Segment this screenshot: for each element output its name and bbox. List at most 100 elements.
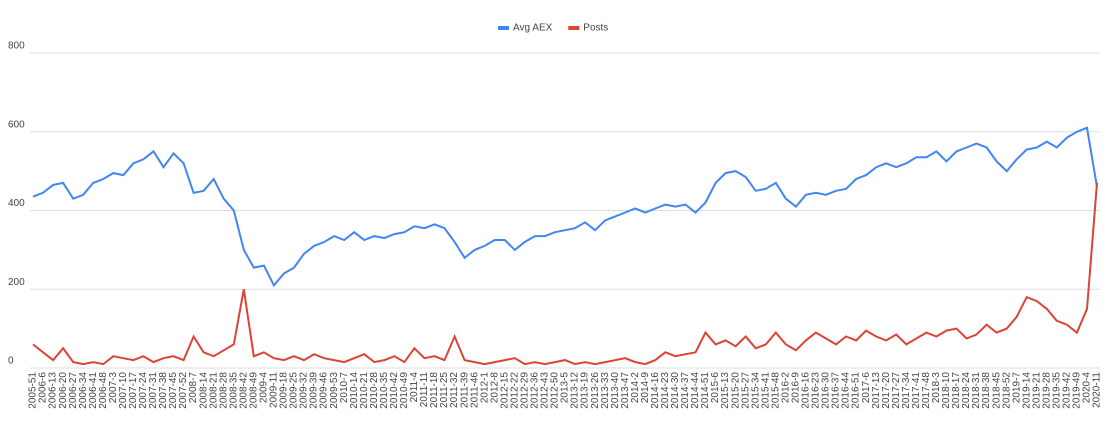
x-tick-label: 2011-39 (459, 372, 470, 408)
x-tick-label: 2006-20 (58, 372, 69, 409)
x-tick-label: 2017-6 (861, 372, 872, 404)
x-tick-label: 2007-38 (158, 372, 169, 409)
x-tick-label: 2018-31 (971, 372, 982, 409)
x-tick-label: 2007-3 (108, 372, 119, 404)
y-tick-label: 0 (8, 356, 14, 367)
x-tick-label: 2011-25 (439, 372, 450, 408)
x-tick-label: 2014-23 (660, 372, 671, 409)
x-tick-label: 2006-13 (48, 372, 59, 409)
x-tick-label: 2006-6 (38, 372, 49, 404)
x-tick-label: 2012-15 (499, 372, 510, 409)
x-tick-label: 2007-17 (128, 372, 139, 409)
x-tick-label: 2017-41 (911, 372, 922, 409)
x-tick-label: 2017-34 (901, 372, 912, 409)
x-tick-label: 2009-18 (279, 372, 290, 409)
x-tick-label: 2016-37 (831, 372, 842, 409)
x-tick-label: 2007-45 (168, 372, 179, 409)
x-tick-label: 2014-30 (670, 372, 681, 409)
x-tick-label: 2008-28 (218, 372, 229, 409)
legend-label: Posts (583, 23, 608, 34)
x-tick-label: 2016-9 (791, 372, 802, 404)
x-tick-label: 2017-48 (921, 372, 932, 409)
x-tick-label: 2006-41 (88, 372, 99, 409)
x-tick-label: 2010-21 (359, 372, 370, 409)
x-tick-label: 2013-19 (580, 372, 591, 409)
x-tick-label: 2015-6 (710, 372, 721, 404)
y-tick-label: 600 (8, 119, 25, 130)
x-tick-label: 2018-38 (981, 372, 992, 409)
x-tick-label: 2008-7 (188, 372, 199, 404)
x-tick-label: 2019-42 (1062, 372, 1073, 409)
x-tick-label: 2016-30 (821, 372, 832, 409)
x-tick-label: 2010-42 (389, 372, 400, 409)
x-tick-label: 2014-16 (650, 372, 661, 409)
x-tick-label: 2013-5 (560, 372, 571, 404)
x-tick-label: 2018-24 (961, 372, 972, 409)
x-tick-label: 2012-22 (509, 372, 520, 409)
x-tick-label: 2018-10 (941, 372, 952, 409)
x-tick-label: 2007-24 (138, 372, 149, 409)
x-tick-label: 2016-23 (811, 372, 822, 409)
x-tick-label: 2016-16 (801, 372, 812, 409)
x-tick-label: 2011-32 (449, 372, 460, 408)
x-tick-label: 2006-27 (68, 372, 79, 409)
x-tick-label: 2006-34 (78, 372, 89, 409)
x-tick-label: 2017-20 (881, 372, 892, 409)
x-tick-label: 2010-35 (379, 372, 390, 409)
x-tick-label: 2013-12 (570, 372, 581, 409)
x-tick-label: 2014-9 (640, 372, 651, 404)
x-tick-label: 2012-43 (540, 372, 551, 409)
x-tick-label: 2018-17 (951, 372, 962, 409)
x-tick-label: 2010-7 (339, 372, 350, 404)
x-tick-label: 2012-1 (479, 372, 490, 404)
x-tick-label: 2009-46 (319, 372, 330, 409)
x-tick-label: 2011-11 (419, 372, 430, 408)
x-tick-label: 2011-18 (429, 372, 440, 408)
x-tick-label: 2016-2 (780, 372, 791, 404)
x-tick-label: 2018-52 (1001, 372, 1012, 409)
legend-label: Avg AEX (513, 23, 553, 34)
x-tick-label: 2018-45 (991, 372, 1002, 409)
x-tick-label: 2007-31 (148, 372, 159, 409)
x-tick-label: 2010-49 (399, 372, 410, 409)
x-tick-label: 2009-4 (259, 372, 270, 404)
x-tick-label: 2008-42 (238, 372, 249, 409)
x-tick-label: 2007-52 (178, 372, 189, 409)
x-tick-label: 2014-2 (630, 372, 641, 404)
x-tick-label: 2017-27 (891, 372, 902, 409)
y-tick-label: 200 (8, 277, 25, 288)
x-tick-label: 2018-3 (931, 372, 942, 404)
x-tick-label: 2016-44 (841, 372, 852, 409)
x-tick-label: 2010-28 (369, 372, 380, 409)
x-tick-label: 2009-39 (309, 372, 320, 409)
x-tick-label: 2008-21 (208, 372, 219, 409)
x-tick-label: 2011-46 (469, 372, 480, 408)
series-line (32, 182, 1098, 366)
x-tick-label: 2015-41 (760, 372, 771, 409)
x-tick-label: 2019-35 (1051, 372, 1062, 409)
x-tick-label: 2012-29 (519, 372, 530, 409)
x-tick-label: 2014-44 (690, 372, 701, 409)
x-tick-label: 2020-11 (1092, 372, 1103, 408)
x-tick-label: 2017-13 (871, 372, 882, 409)
y-tick-label: 800 (8, 41, 25, 52)
x-tick-label: 2009-25 (289, 372, 300, 409)
x-tick-label: 2019-14 (1021, 372, 1032, 409)
x-tick-label: 2015-48 (770, 372, 781, 409)
x-tick-label: 2014-37 (680, 372, 691, 409)
x-tick-label: 2016-51 (851, 372, 862, 409)
x-tick-label: 2019-7 (1011, 372, 1022, 404)
x-tick-label: 2009-11 (269, 372, 280, 408)
x-tick-label: 2012-8 (489, 372, 500, 404)
x-tick-label: 2015-34 (750, 372, 761, 409)
x-tick-label: 2015-27 (740, 372, 751, 409)
x-tick-label: 2019-21 (1031, 372, 1042, 409)
x-tick-label: 2020-4 (1082, 372, 1093, 404)
legend-swatch (498, 26, 509, 30)
x-tick-label: 2005-51 (28, 372, 39, 409)
x-tick-label: 2008-35 (228, 372, 239, 409)
x-tick-label: 2006-48 (98, 372, 109, 409)
x-tick-label: 2007-10 (118, 372, 129, 409)
x-tick-label: 2012-36 (530, 372, 541, 409)
x-tick-label: 2010-14 (349, 372, 360, 409)
